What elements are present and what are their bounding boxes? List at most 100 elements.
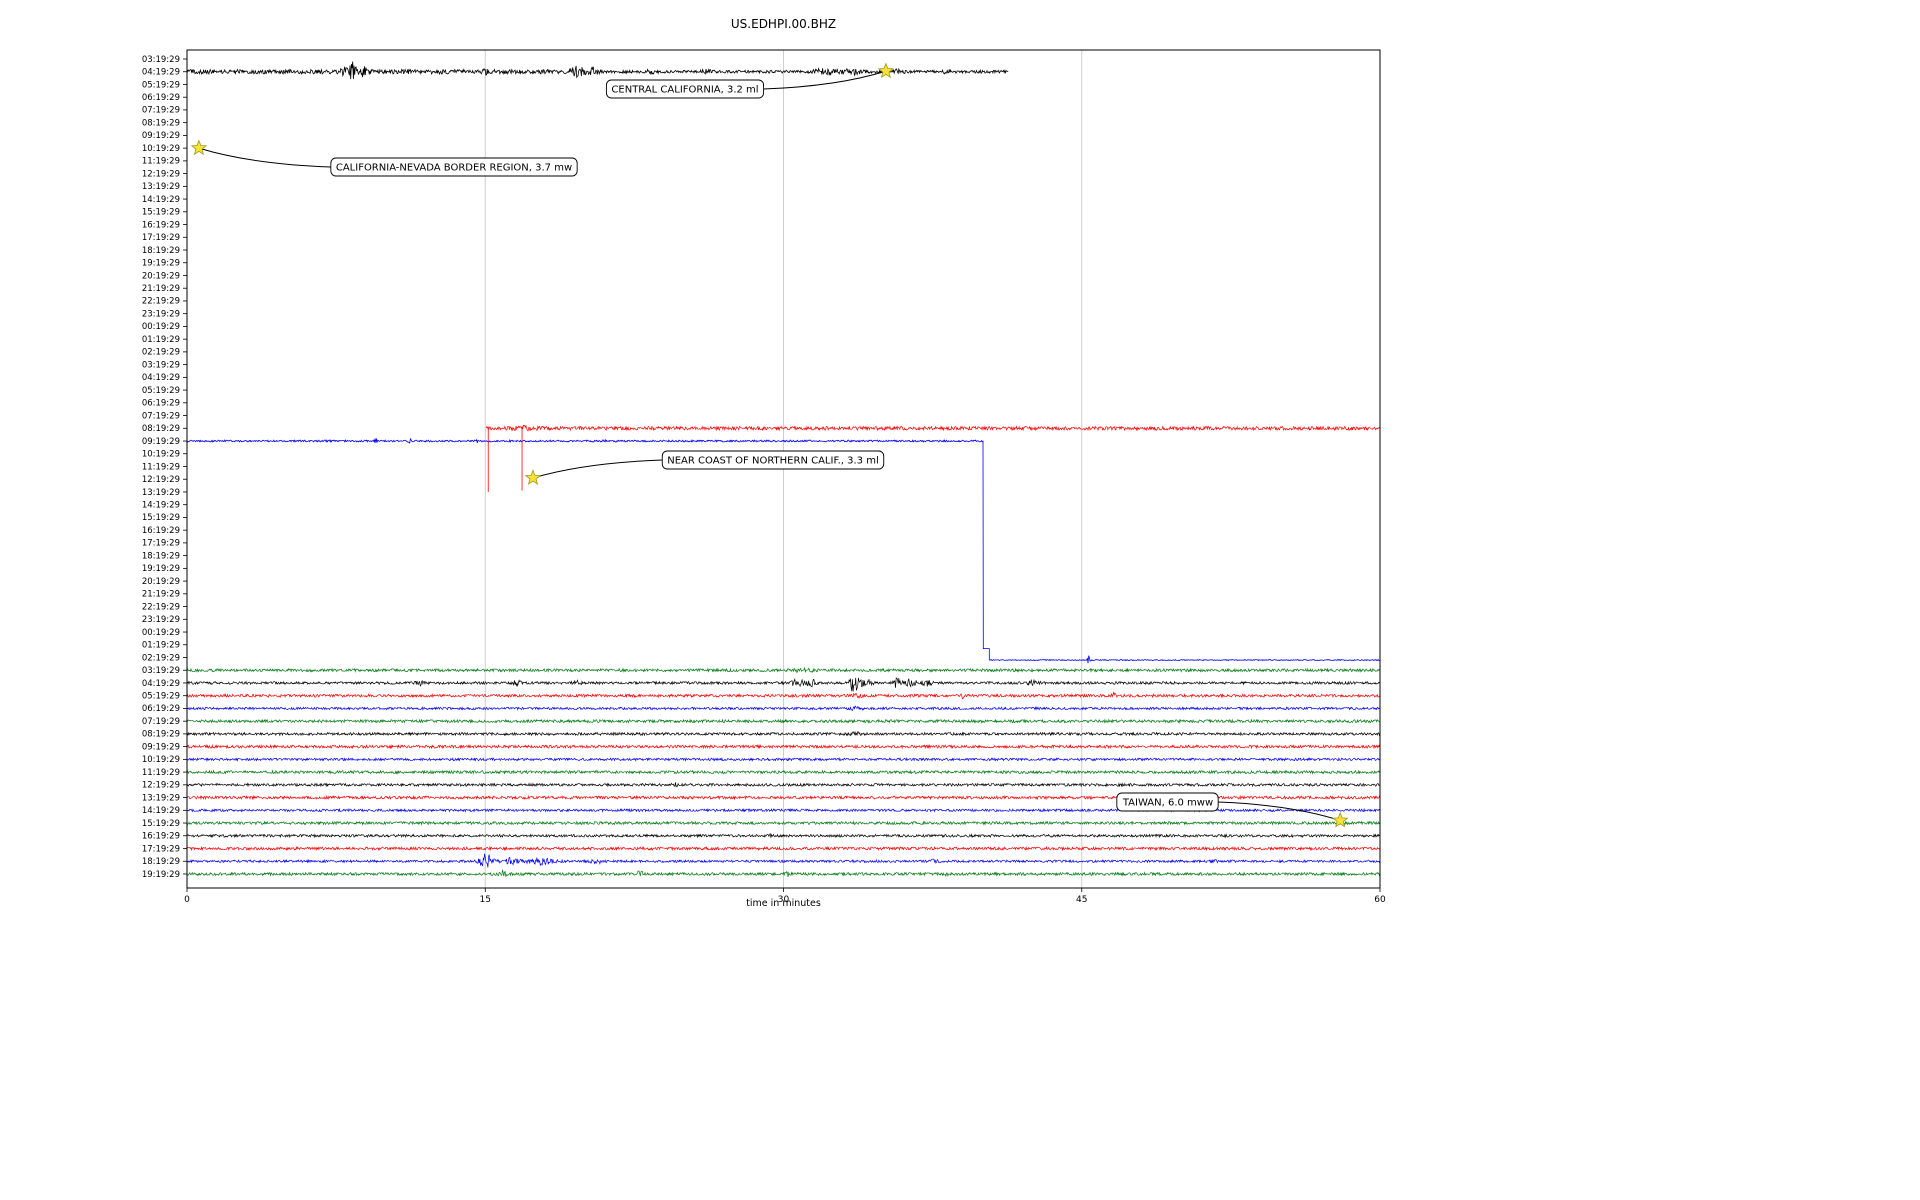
- y-tick-label: 10:19:29: [142, 755, 180, 765]
- trace-row-52-green: [186, 718, 1381, 724]
- y-tick-label: 20:19:29: [142, 577, 180, 587]
- y-tick-label: 16:19:29: [142, 832, 180, 842]
- y-tick-label: 09:19:29: [142, 437, 180, 447]
- annotation-connector: [763, 70, 887, 90]
- traces: [186, 61, 1381, 877]
- trace-row-50-red: [186, 691, 1381, 700]
- trace-row-64-green: [186, 869, 1381, 877]
- x-tick-label: 60: [1374, 895, 1386, 905]
- y-tick-label: 07:19:29: [142, 717, 180, 727]
- trace-row-53-black: [186, 731, 1381, 737]
- trace-row-30-blue: [186, 437, 1380, 664]
- y-tick-label: 08:19:29: [142, 424, 180, 434]
- trace-row-60-green: [186, 820, 1381, 826]
- annotation-2: NEAR COAST OF NORTHERN CALIF., 3.3 ml: [524, 450, 885, 485]
- y-tick-label: 11:19:29: [142, 768, 180, 778]
- x-tick-label: 45: [1076, 895, 1087, 905]
- trace-row-1-black: [186, 61, 1009, 80]
- y-tick-label: 03:19:29: [142, 55, 180, 65]
- y-tick-label: 19:19:29: [142, 564, 180, 574]
- y-tick-label: 02:19:29: [142, 653, 180, 663]
- annotation-3: TAIWAN, 6.0 mww: [1116, 792, 1349, 828]
- annotation-label: CENTRAL CALIFORNIA, 3.2 ml: [611, 85, 758, 96]
- y-tick-label: 05:19:29: [142, 80, 180, 90]
- x-axis-ticks: 0 15 30 45 60: [184, 888, 1386, 905]
- y-tick-label: 00:19:29: [142, 628, 180, 638]
- y-tick-label: 14:19:29: [142, 500, 180, 510]
- y-tick-label: 07:19:29: [142, 411, 180, 421]
- event-star-icon: [190, 139, 208, 156]
- trace-row-63-blue: [186, 853, 1381, 868]
- annotation-label: NEAR COAST OF NORTHERN CALIF., 3.3 ml: [667, 456, 878, 467]
- y-tick-label: 20:19:29: [142, 271, 180, 281]
- y-tick-label: 13:19:29: [142, 182, 180, 192]
- y-tick-label: 23:19:29: [142, 615, 180, 625]
- annotation-box: [661, 450, 885, 470]
- y-tick-label: 15:19:29: [142, 513, 180, 523]
- y-tick-label: 13:19:29: [142, 488, 180, 498]
- y-tick-label: 10:19:29: [142, 144, 180, 154]
- y-tick-label: 22:19:29: [142, 297, 180, 307]
- annotations: CENTRAL CALIFORNIA, 3.2 ml CALIFORNIA-NEV…: [190, 62, 1349, 828]
- y-tick-label: 22:19:29: [142, 602, 180, 612]
- y-tick-label: 08:19:29: [142, 730, 180, 740]
- trace-row-61-black: [186, 833, 1381, 839]
- y-tick-label: 17:19:29: [142, 539, 180, 549]
- y-tick-label: 07:19:29: [142, 106, 180, 116]
- y-tick-label: 18:19:29: [142, 551, 180, 561]
- x-tick-label: 0: [184, 895, 190, 905]
- x-tick-label: 30: [778, 895, 790, 905]
- trace-row-48-green: [186, 666, 1381, 673]
- y-axis-labels: 03:19:29 04:19:29 05:19:29 06:19:29 07:19:29…: [142, 55, 187, 880]
- y-tick-label: 06:19:29: [142, 93, 180, 103]
- trace-row-56-green: [186, 769, 1381, 775]
- trace-row-57-black: [186, 782, 1381, 788]
- annotation-box: [1116, 792, 1219, 812]
- annotation-label: CALIFORNIA-NEVADA BORDER REGION, 3.7 mw: [336, 163, 572, 174]
- trace-row-54-red: [186, 743, 1381, 750]
- y-tick-label: 05:19:29: [142, 386, 180, 396]
- y-tick-label: 17:19:29: [142, 844, 180, 854]
- event-star-icon: [1332, 811, 1349, 828]
- y-tick-label: 12:19:29: [142, 169, 180, 179]
- y-tick-label: 00:19:29: [142, 322, 180, 332]
- y-tick-label: 09:19:29: [142, 131, 180, 141]
- annotation-label: TAIWAN, 6.0 mww: [1122, 798, 1213, 809]
- trace-row-29-red: [485, 424, 1380, 432]
- event-star-icon: [877, 62, 895, 79]
- trace-row-62-red: [186, 845, 1381, 852]
- trace-row-51-blue: [186, 705, 1381, 712]
- y-tick-label: 23:19:29: [142, 309, 180, 319]
- y-tick-label: 16:19:29: [142, 220, 180, 230]
- y-tick-label: 11:19:29: [142, 462, 180, 472]
- annotation-connector: [532, 459, 663, 479]
- y-tick-label: 04:19:29: [142, 68, 180, 78]
- y-tick-label: 12:19:29: [142, 475, 180, 485]
- y-tick-label: 02:19:29: [142, 348, 180, 358]
- y-tick-label: 18:19:29: [142, 246, 180, 256]
- x-axis-label: time in minutes: [746, 898, 821, 909]
- y-tick-label: 16:19:29: [142, 526, 180, 536]
- y-tick-label: 11:19:29: [142, 157, 180, 167]
- y-tick-label: 01:19:29: [142, 641, 180, 651]
- annotation-connector: [1218, 801, 1341, 821]
- y-tick-label: 03:19:29: [142, 360, 180, 370]
- y-tick-label: 10:19:29: [142, 450, 180, 460]
- trace-row-55-blue: [186, 756, 1381, 762]
- y-tick-label: 04:19:29: [142, 373, 180, 383]
- y-tick-label: 12:19:29: [142, 781, 180, 791]
- annotation-1: CALIFORNIA-NEVADA BORDER REGION, 3.7 mw: [190, 139, 578, 177]
- y-tick-label: 21:19:29: [142, 590, 180, 600]
- y-tick-label: 14:19:29: [142, 806, 180, 816]
- y-tick-label: 19:19:29: [142, 870, 180, 880]
- y-tick-label: 01:19:29: [142, 335, 180, 345]
- x-tick-label: 15: [480, 895, 491, 905]
- y-tick-label: 06:19:29: [142, 399, 180, 409]
- y-tick-label: 06:19:29: [142, 704, 180, 714]
- annotation-connector: [198, 147, 331, 168]
- annotation-box: [605, 79, 765, 99]
- y-tick-label: 05:19:29: [142, 692, 180, 702]
- annotation-0: CENTRAL CALIFORNIA, 3.2 ml: [605, 62, 895, 99]
- y-tick-label: 19:19:29: [142, 259, 180, 269]
